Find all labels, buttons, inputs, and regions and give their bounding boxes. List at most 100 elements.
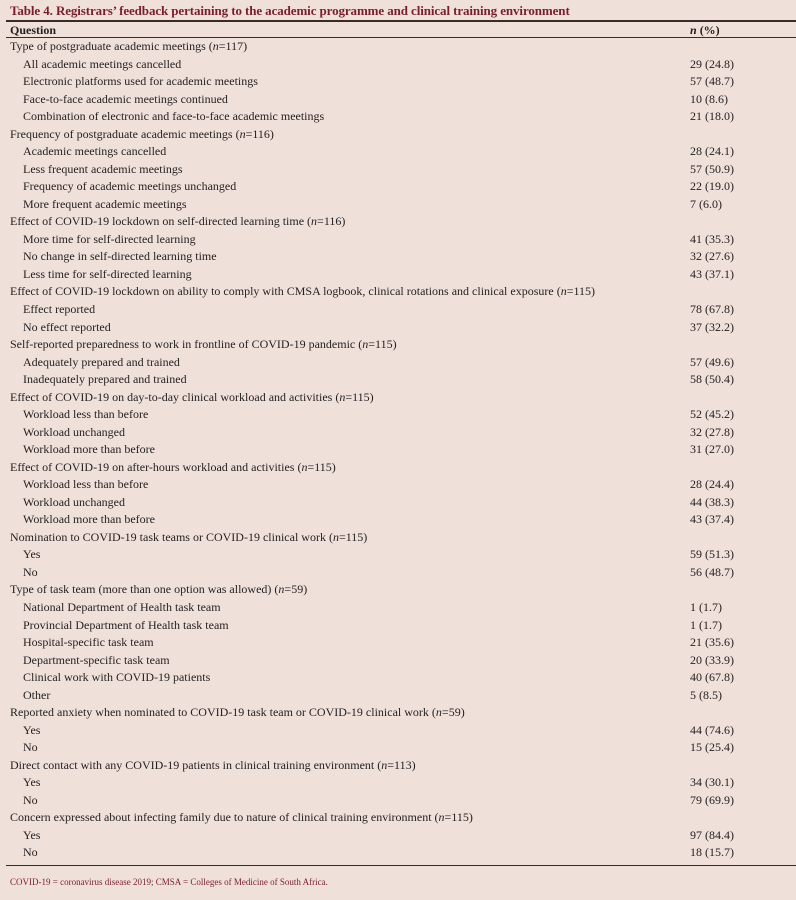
table-row: More time for self-directed learning 41 (… — [0, 231, 796, 249]
table-row: Workload more than before 43 (37.4) — [0, 511, 796, 529]
section-label: Frequency of postgraduate academic meeti… — [10, 126, 274, 141]
row-label: Yes — [23, 722, 41, 737]
section-label: Nomination to COVID-19 task teams or COV… — [10, 529, 368, 544]
row-label: No — [23, 845, 38, 860]
section-label: Effect of COVID-19 lockdown on ability t… — [10, 284, 596, 299]
table-row: Academic meetings cancelled 28 (24.1) — [0, 143, 796, 161]
row-label: No — [23, 564, 38, 579]
row-label: No effect reported — [23, 319, 111, 334]
row-label: National Department of Health task team — [23, 600, 221, 614]
row-value: 18 (15.7) — [690, 845, 734, 860]
row-label: Electronic platforms used for academic m… — [23, 74, 258, 89]
section-row: Effect of COVID-19 on after-hours worklo… — [0, 459, 796, 477]
row-value: 1 (1.7) — [690, 600, 722, 614]
row-label: Workload less than before — [23, 477, 149, 492]
table-row: Effect reported 78 (67.8) — [0, 301, 796, 319]
section-row: Concern expressed about infecting family… — [0, 809, 796, 827]
row-value: 44 (38.3) — [690, 494, 734, 509]
row-label: Yes — [23, 827, 41, 842]
row-value: 28 (24.1) — [690, 144, 734, 159]
row-value: 28 (24.4) — [690, 477, 734, 492]
section-label: Type of postgraduate academic meetings (… — [10, 39, 248, 53]
section-row: Effect of COVID-19 lockdown on ability t… — [0, 283, 796, 301]
row-value: 22 (19.0) — [690, 179, 734, 194]
row-value: 58 (50.4) — [690, 372, 734, 387]
section-row: Type of task team (more than one option … — [0, 581, 796, 599]
table-row: No 56 (48.7) — [0, 564, 796, 582]
row-label: Inadequately prepared and trained — [23, 372, 187, 387]
row-label: No — [23, 740, 38, 755]
row-label: Yes — [23, 775, 41, 790]
section-label: Type of task team (more than one option … — [10, 582, 308, 597]
row-value: 78 (67.8) — [690, 301, 734, 316]
row-value: 59 (51.3) — [690, 547, 734, 562]
table-row: Yes 59 (51.3) — [0, 546, 796, 564]
section-label: Direct contact with any COVID-19 patient… — [10, 757, 416, 772]
table-header: Question n (%) — [10, 22, 796, 37]
row-label: Workload more than before — [23, 442, 155, 457]
table-row: All academic meetings cancelled 29 (24.8) — [0, 56, 796, 74]
table-row: No 79 (69.9) — [0, 792, 796, 810]
row-label: Effect reported — [23, 301, 96, 316]
row-value: 44 (74.6) — [690, 722, 734, 737]
row-label: Workload unchanged — [23, 424, 125, 439]
table-title: Table 4. Registrars’ feedback pertaining… — [10, 3, 570, 18]
table-row: No 18 (15.7) — [0, 844, 796, 862]
row-label: Face-to-face academic meetings continued — [23, 91, 228, 106]
row-label: Workload more than before — [23, 512, 155, 527]
row-value: 57 (49.6) — [690, 354, 734, 369]
header-question: Question — [10, 23, 57, 37]
section-label: Reported anxiety when nominated to COVID… — [10, 705, 465, 720]
table-row: Electronic platforms used for academic m… — [0, 73, 796, 91]
row-value: 32 (27.8) — [690, 424, 734, 439]
row-value: 15 (25.4) — [690, 740, 734, 755]
row-value: 21 (18.0) — [690, 109, 734, 124]
row-label: Department-specific task team — [23, 652, 170, 667]
row-value: 37 (32.2) — [690, 319, 734, 334]
table-row: Yes 44 (74.6) — [0, 722, 796, 740]
row-value: 43 (37.4) — [690, 512, 734, 527]
table-row: Hospital-specific task team 21 (35.6) — [0, 634, 796, 652]
row-value: 21 (35.6) — [690, 635, 734, 650]
row-label: Less frequent academic meetings — [23, 161, 183, 176]
section-label: Self-reported preparedness to work in fr… — [10, 337, 397, 352]
table-row: Other 5 (8.5) — [0, 687, 796, 705]
header-rule — [6, 37, 796, 38]
row-label: Hospital-specific task team — [23, 635, 154, 650]
section-label: Effect of COVID-19 lockdown on self-dire… — [10, 214, 346, 229]
table-row: Department-specific task team 20 (33.9) — [0, 652, 796, 670]
table-row: Less frequent academic meetings 57 (50.9) — [0, 161, 796, 179]
row-label: Yes — [23, 547, 41, 562]
section-row: Frequency of postgraduate academic meeti… — [0, 126, 796, 144]
bottom-rule — [6, 865, 796, 866]
row-value: 5 (8.5) — [690, 687, 722, 702]
row-label: Workload less than before — [23, 407, 149, 422]
section-label: Effect of COVID-19 on day-to-day clinica… — [10, 389, 374, 404]
table-row: Adequately prepared and trained 57 (49.6) — [0, 354, 796, 372]
row-label: No change in self-directed learning time — [23, 249, 217, 264]
row-value: 79 (69.9) — [690, 792, 734, 807]
row-value: 57 (50.9) — [690, 161, 734, 176]
table-row: Workload more than before 31 (27.0) — [0, 441, 796, 459]
section-row: Nomination to COVID-19 task teams or COV… — [0, 529, 796, 547]
row-label: Combination of electronic and face-to-fa… — [23, 109, 325, 124]
table-row: Less time for self-directed learning 43 (… — [0, 266, 796, 284]
row-value: 43 (37.1) — [690, 266, 734, 281]
table-row: Yes 97 (84.4) — [0, 827, 796, 845]
table-row: Yes 34 (30.1) — [0, 774, 796, 792]
table-row: Workload less than before 52 (45.2) — [0, 406, 796, 424]
row-label: No — [23, 792, 38, 807]
table-row: Workload less than before 28 (24.4) — [0, 476, 796, 494]
row-label: Frequency of academic meetings unchanged — [23, 179, 237, 194]
row-value: 52 (45.2) — [690, 407, 734, 422]
row-value: 40 (67.8) — [690, 670, 734, 685]
header-n-pct: n (%) — [690, 23, 720, 37]
row-value: 20 (33.9) — [690, 652, 734, 667]
table-row: Workload unchanged 32 (27.8) — [0, 424, 796, 442]
section-row: Type of postgraduate academic meetings (… — [0, 38, 796, 56]
row-value: 97 (84.4) — [690, 827, 734, 842]
table-row: No effect reported 37 (32.2) — [0, 319, 796, 337]
table-row: National Department of Health task team 1… — [0, 599, 796, 617]
table-row: Inadequately prepared and trained 58 (50.… — [0, 371, 796, 389]
table-row: Provincial Department of Health task tea… — [0, 617, 796, 635]
